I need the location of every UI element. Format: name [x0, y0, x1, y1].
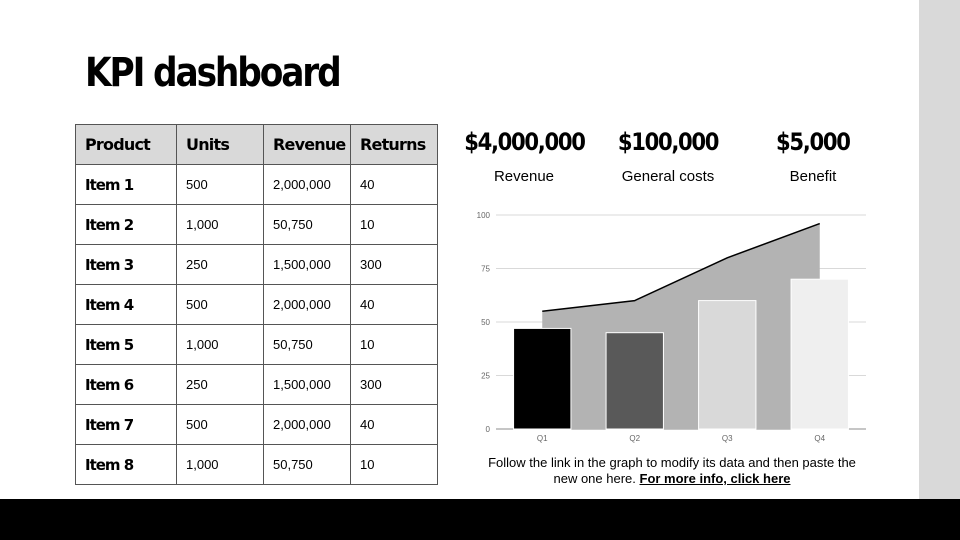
cell-returns: 10 — [350, 444, 438, 485]
bar — [605, 332, 664, 430]
metric-label: Benefit — [789, 168, 837, 185]
metric-value: $4,000,000 — [463, 128, 586, 156]
cell-units: 1,000 — [176, 324, 264, 365]
cell-revenue: 50,750 — [263, 324, 351, 365]
cell-revenue: 1,500,000 — [263, 244, 351, 285]
cell-units: 250 — [176, 364, 264, 405]
table-row: Item 5 1,000 50,750 10 — [75, 324, 438, 365]
cell-product: Item 5 — [75, 324, 177, 365]
table-row: Item 3 250 1,500,000 300 — [75, 244, 438, 285]
table-row: Item 4 500 2,000,000 40 — [75, 284, 438, 325]
bar — [698, 300, 757, 430]
cell-units: 1,000 — [176, 444, 264, 485]
cell-units: 500 — [176, 284, 264, 325]
cell-product: Item 4 — [75, 284, 177, 325]
cell-revenue: 50,750 — [263, 444, 351, 485]
cell-units: 500 — [176, 404, 264, 445]
cell-returns: 40 — [350, 404, 438, 445]
cell-revenue: 2,000,000 — [263, 284, 351, 325]
metric-general-costs: $100,000 General costs — [578, 128, 758, 185]
cell-units: 500 — [176, 164, 264, 205]
table-header-row: Product Units Revenue Returns — [75, 124, 438, 165]
table-row: Item 8 1,000 50,750 10 — [75, 444, 438, 485]
y-tick-label: 25 — [481, 372, 490, 381]
cell-units: 1,000 — [176, 204, 264, 245]
metric-label: General costs — [621, 168, 715, 185]
right-side-strip — [919, 0, 960, 499]
metric-value: $5,000 — [776, 128, 851, 156]
chart-note: Follow the link in the graph to modify i… — [482, 455, 862, 487]
cell-returns: 40 — [350, 284, 438, 325]
cell-revenue: 2,000,000 — [263, 164, 351, 205]
quarterly-chart[interactable]: 0 25 50 75 100 Q1 Q2 Q3 Q4 — [470, 205, 870, 445]
header-revenue: Revenue — [263, 124, 351, 165]
page-title: KPI dashboard — [85, 50, 342, 96]
area-line — [542, 222, 821, 313]
cell-product: Item 2 — [75, 204, 177, 245]
cell-product: Item 6 — [75, 364, 177, 405]
cell-product: Item 3 — [75, 244, 177, 285]
y-tick-label: 75 — [481, 265, 490, 274]
y-tick-label: 0 — [486, 425, 491, 434]
x-tick-label: Q2 — [629, 434, 640, 443]
table-row: Item 2 1,000 50,750 10 — [75, 204, 438, 245]
header-product: Product — [75, 124, 177, 165]
cell-product: Item 1 — [75, 164, 177, 205]
cell-revenue: 50,750 — [263, 204, 351, 245]
x-tick-label: Q3 — [722, 434, 733, 443]
table-row: Item 6 250 1,500,000 300 — [75, 364, 438, 405]
cell-returns: 10 — [350, 204, 438, 245]
cell-returns: 40 — [350, 164, 438, 205]
y-tick-label: 50 — [481, 318, 490, 327]
cell-product: Item 7 — [75, 404, 177, 445]
cell-revenue: 2,000,000 — [263, 404, 351, 445]
y-tick-label: 100 — [477, 211, 491, 220]
cell-product: Item 8 — [75, 444, 177, 485]
table-row: Item 1 500 2,000,000 40 — [75, 164, 438, 205]
cell-returns: 300 — [350, 244, 438, 285]
metric-value: $100,000 — [617, 128, 720, 156]
bar — [790, 278, 849, 430]
bar — [513, 327, 572, 430]
bottom-bar — [0, 499, 960, 540]
more-info-link[interactable]: For more info, click here — [639, 471, 791, 486]
x-tick-label: Q4 — [814, 434, 825, 443]
note-text: Follow the link in the graph to modify i… — [488, 455, 856, 486]
x-tick-label: Q1 — [537, 434, 548, 443]
area-fill — [542, 223, 820, 429]
table-row: Item 7 500 2,000,000 40 — [75, 404, 438, 445]
metric-label: Revenue — [493, 168, 555, 185]
cell-units: 250 — [176, 244, 264, 285]
metric-revenue: $4,000,000 Revenue — [434, 128, 614, 185]
cell-returns: 10 — [350, 324, 438, 365]
cell-returns: 300 — [350, 364, 438, 405]
header-units: Units — [176, 124, 264, 165]
cell-revenue: 1,500,000 — [263, 364, 351, 405]
header-returns: Returns — [350, 124, 438, 165]
metric-benefit: $5,000 Benefit — [723, 128, 903, 185]
kpi-table: Product Units Revenue Returns Item 1 500… — [75, 124, 438, 485]
